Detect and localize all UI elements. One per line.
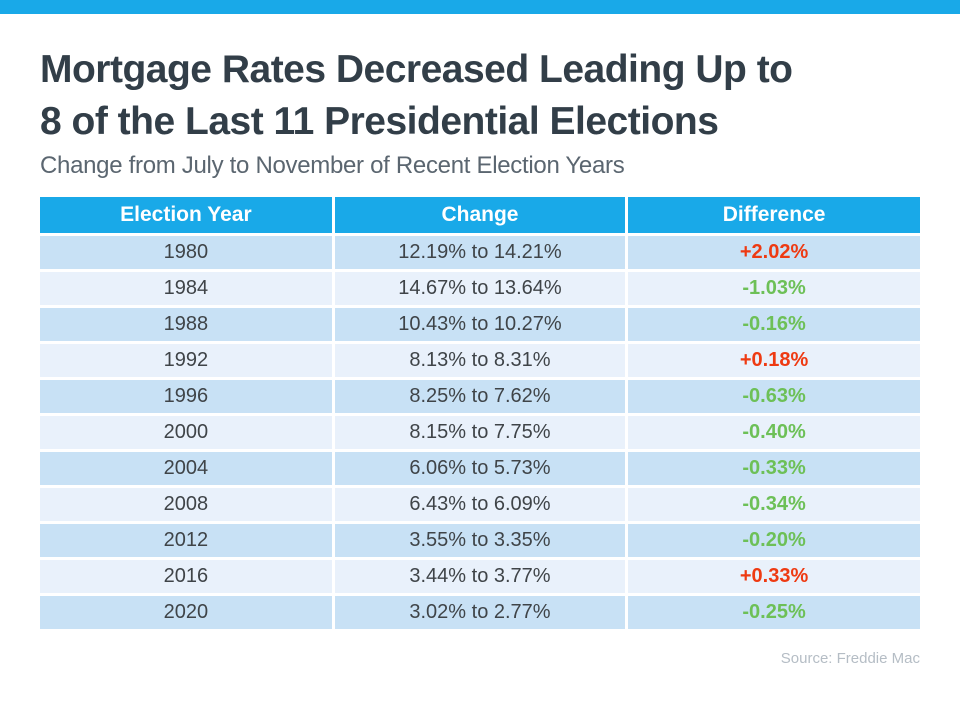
change-cell: 6.43% to 6.09% [333, 486, 629, 524]
column-header-difference: Difference [626, 197, 920, 236]
year-cell: 2000 [40, 414, 335, 452]
page-subtitle: Change from July to November of Recent E… [40, 152, 625, 179]
change-cell: 12.19% to 14.21% [333, 234, 629, 272]
change-cell: 3.44% to 3.77% [333, 558, 629, 596]
change-cell: 8.13% to 8.31% [333, 342, 629, 380]
difference-cell: -0.34% [626, 486, 920, 524]
difference-cell: +0.18% [626, 342, 920, 380]
difference-cell: -1.03% [626, 270, 920, 308]
difference-cell: -0.63% [626, 378, 920, 416]
year-cell: 2020 [40, 594, 335, 632]
table-row: 2016 3.44% to 3.77% +0.33% [40, 558, 920, 596]
table-row: 2020 3.02% to 2.77% -0.25% [40, 594, 920, 632]
change-cell: 3.55% to 3.35% [333, 522, 629, 560]
table-row: 1980 12.19% to 14.21% +2.02% [40, 234, 920, 272]
year-cell: 2008 [40, 486, 335, 524]
table-row: 1988 10.43% to 10.27% -0.16% [40, 306, 920, 344]
table-header-row: Election Year Change Difference [40, 197, 920, 236]
table-row: 1996 8.25% to 7.62% -0.63% [40, 378, 920, 416]
table-row: 1984 14.67% to 13.64% -1.03% [40, 270, 920, 308]
page-title-line-1: Mortgage Rates Decreased Leading Up to [40, 48, 793, 91]
slide-content: Mortgage Rates Decreased Leading Up to 8… [0, 14, 960, 632]
difference-cell: -0.33% [626, 450, 920, 488]
table-row: 2012 3.55% to 3.35% -0.20% [40, 522, 920, 560]
difference-cell: -0.25% [626, 594, 920, 632]
year-cell: 1984 [40, 270, 335, 308]
page-title-line-2: 8 of the Last 11 Presidential Elections [40, 100, 719, 143]
table-row: 1992 8.13% to 8.31% +0.18% [40, 342, 920, 380]
year-cell: 2004 [40, 450, 335, 488]
top-accent-bar [0, 0, 960, 14]
change-cell: 14.67% to 13.64% [333, 270, 629, 308]
change-cell: 3.02% to 2.77% [333, 594, 629, 632]
year-cell: 1996 [40, 378, 335, 416]
change-cell: 6.06% to 5.73% [333, 450, 629, 488]
column-header-election-year: Election Year [40, 197, 335, 236]
difference-cell: -0.16% [626, 306, 920, 344]
year-cell: 2012 [40, 522, 335, 560]
year-cell: 1992 [40, 342, 335, 380]
change-cell: 8.15% to 7.75% [333, 414, 629, 452]
column-header-change: Change [333, 197, 629, 236]
year-cell: 1980 [40, 234, 335, 272]
year-cell: 1988 [40, 306, 335, 344]
table-header: Election Year Change Difference [40, 197, 920, 236]
year-cell: 2016 [40, 558, 335, 596]
difference-cell: -0.20% [626, 522, 920, 560]
table-body: 1980 12.19% to 14.21% +2.02% 1984 14.67%… [40, 234, 920, 632]
difference-cell: +2.02% [626, 234, 920, 272]
table-row: 2004 6.06% to 5.73% -0.33% [40, 450, 920, 488]
change-cell: 8.25% to 7.62% [333, 378, 629, 416]
difference-cell: +0.33% [626, 558, 920, 596]
table-row: 2008 6.43% to 6.09% -0.34% [40, 486, 920, 524]
difference-cell: -0.40% [626, 414, 920, 452]
table-row: 2000 8.15% to 7.75% -0.40% [40, 414, 920, 452]
mortgage-rates-table: Election Year Change Difference 1980 12.… [40, 197, 920, 632]
change-cell: 10.43% to 10.27% [333, 306, 629, 344]
source-attribution: Source: Freddie Mac [780, 649, 920, 667]
page-title: Mortgage Rates Decreased Leading Up to 8… [40, 44, 920, 148]
